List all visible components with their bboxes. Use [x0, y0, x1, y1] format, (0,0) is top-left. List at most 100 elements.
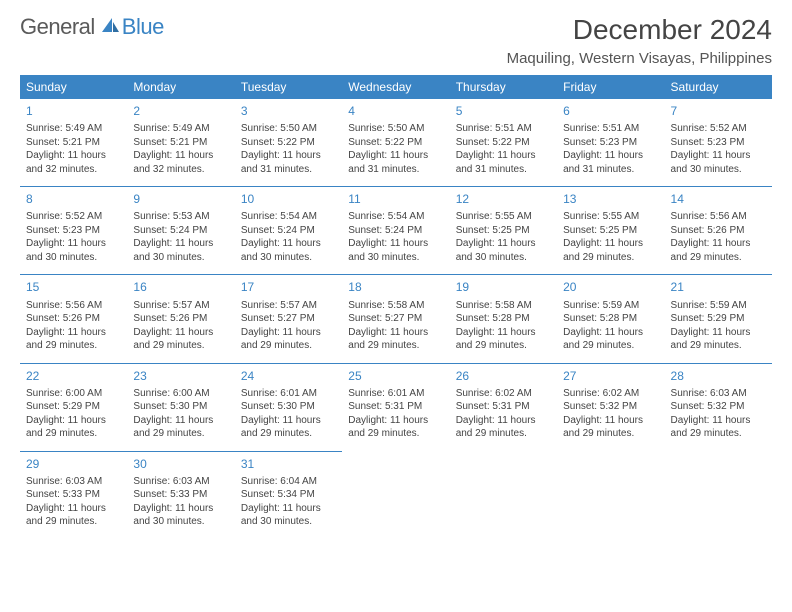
sunrise-text: Sunrise: 5:56 AM: [671, 210, 766, 224]
daylight-text: and 29 minutes.: [671, 427, 766, 441]
daylight-text: and 30 minutes.: [133, 251, 228, 265]
daylight-text: Daylight: 11 hours: [563, 326, 658, 340]
weekday-header: Monday: [127, 75, 234, 99]
calendar-day-cell: 30Sunrise: 6:03 AMSunset: 5:33 PMDayligh…: [127, 451, 234, 539]
calendar-day-cell: 13Sunrise: 5:55 AMSunset: 5:25 PMDayligh…: [557, 187, 664, 275]
day-number: 6: [563, 103, 658, 119]
calendar-day-cell: 26Sunrise: 6:02 AMSunset: 5:31 PMDayligh…: [450, 363, 557, 451]
sunrise-text: Sunrise: 6:02 AM: [456, 387, 551, 401]
daylight-text: and 30 minutes.: [241, 515, 336, 529]
daylight-text: and 30 minutes.: [456, 251, 551, 265]
day-number: 12: [456, 191, 551, 207]
day-number: 2: [133, 103, 228, 119]
sunrise-text: Sunrise: 5:54 AM: [348, 210, 443, 224]
daylight-text: and 30 minutes.: [241, 251, 336, 265]
sunrise-text: Sunrise: 5:54 AM: [241, 210, 336, 224]
calendar-day-cell: 18Sunrise: 5:58 AMSunset: 5:27 PMDayligh…: [342, 275, 449, 363]
daylight-text: and 31 minutes.: [241, 163, 336, 177]
sunrise-text: Sunrise: 5:58 AM: [456, 299, 551, 313]
sunrise-text: Sunrise: 6:00 AM: [26, 387, 121, 401]
daylight-text: and 32 minutes.: [26, 163, 121, 177]
sunset-text: Sunset: 5:23 PM: [563, 136, 658, 150]
day-number: 28: [671, 368, 766, 384]
daylight-text: and 29 minutes.: [456, 427, 551, 441]
daylight-text: Daylight: 11 hours: [456, 414, 551, 428]
calendar-day-cell: 25Sunrise: 6:01 AMSunset: 5:31 PMDayligh…: [342, 363, 449, 451]
sunset-text: Sunset: 5:22 PM: [348, 136, 443, 150]
daylight-text: Daylight: 11 hours: [348, 414, 443, 428]
daylight-text: Daylight: 11 hours: [563, 149, 658, 163]
sunrise-text: Sunrise: 5:49 AM: [26, 122, 121, 136]
sunset-text: Sunset: 5:24 PM: [241, 224, 336, 238]
calendar-week-row: 22Sunrise: 6:00 AMSunset: 5:29 PMDayligh…: [20, 363, 772, 451]
calendar-day-cell: 6 Sunrise: 5:51 AMSunset: 5:23 PMDaylight…: [557, 99, 664, 187]
sunrise-text: Sunrise: 5:57 AM: [241, 299, 336, 313]
daylight-text: Daylight: 11 hours: [671, 237, 766, 251]
calendar-day-cell: 31Sunrise: 6:04 AMSunset: 5:34 PMDayligh…: [235, 451, 342, 539]
calendar-day-cell: 16Sunrise: 5:57 AMSunset: 5:26 PMDayligh…: [127, 275, 234, 363]
daylight-text: and 29 minutes.: [133, 339, 228, 353]
sunset-text: Sunset: 5:33 PM: [133, 488, 228, 502]
sunset-text: Sunset: 5:31 PM: [348, 400, 443, 414]
daylight-text: Daylight: 11 hours: [563, 414, 658, 428]
sunrise-text: Sunrise: 5:55 AM: [456, 210, 551, 224]
daylight-text: Daylight: 11 hours: [26, 237, 121, 251]
daylight-text: and 32 minutes.: [133, 163, 228, 177]
calendar-day-cell: 10Sunrise: 5:54 AMSunset: 5:24 PMDayligh…: [235, 187, 342, 275]
daylight-text: and 29 minutes.: [563, 251, 658, 265]
daylight-text: Daylight: 11 hours: [241, 149, 336, 163]
logo-word-1: General: [20, 14, 95, 40]
daylight-text: and 29 minutes.: [563, 339, 658, 353]
calendar-week-row: 15Sunrise: 5:56 AMSunset: 5:26 PMDayligh…: [20, 275, 772, 363]
calendar-day-cell: 28Sunrise: 6:03 AMSunset: 5:32 PMDayligh…: [665, 363, 772, 451]
day-number: 21: [671, 279, 766, 295]
calendar-day-cell: [450, 451, 557, 539]
daylight-text: Daylight: 11 hours: [133, 502, 228, 516]
day-number: 23: [133, 368, 228, 384]
day-number: 3: [241, 103, 336, 119]
daylight-text: and 29 minutes.: [348, 427, 443, 441]
sunrise-text: Sunrise: 6:03 AM: [133, 475, 228, 489]
daylight-text: Daylight: 11 hours: [241, 502, 336, 516]
day-number: 5: [456, 103, 551, 119]
day-number: 27: [563, 368, 658, 384]
sunset-text: Sunset: 5:21 PM: [26, 136, 121, 150]
calendar-week-row: 8Sunrise: 5:52 AMSunset: 5:23 PMDaylight…: [20, 187, 772, 275]
calendar-day-cell: 1Sunrise: 5:49 AMSunset: 5:21 PMDaylight…: [20, 99, 127, 187]
day-number: 14: [671, 191, 766, 207]
day-number: 25: [348, 368, 443, 384]
daylight-text: and 30 minutes.: [671, 163, 766, 177]
calendar-day-cell: 22Sunrise: 6:00 AMSunset: 5:29 PMDayligh…: [20, 363, 127, 451]
weekday-header: Thursday: [450, 75, 557, 99]
sunrise-text: Sunrise: 6:01 AM: [241, 387, 336, 401]
sunrise-text: Sunrise: 5:57 AM: [133, 299, 228, 313]
calendar-day-cell: 29Sunrise: 6:03 AMSunset: 5:33 PMDayligh…: [20, 451, 127, 539]
calendar-day-cell: 12Sunrise: 5:55 AMSunset: 5:25 PMDayligh…: [450, 187, 557, 275]
sunset-text: Sunset: 5:31 PM: [456, 400, 551, 414]
weekday-header: Saturday: [665, 75, 772, 99]
daylight-text: Daylight: 11 hours: [133, 414, 228, 428]
page-title: December 2024: [507, 14, 772, 46]
daylight-text: and 29 minutes.: [133, 427, 228, 441]
calendar-day-cell: [342, 451, 449, 539]
daylight-text: Daylight: 11 hours: [456, 149, 551, 163]
day-number: 9: [133, 191, 228, 207]
day-number: 24: [241, 368, 336, 384]
daylight-text: Daylight: 11 hours: [133, 237, 228, 251]
day-number: 4: [348, 103, 443, 119]
sunset-text: Sunset: 5:26 PM: [671, 224, 766, 238]
sunrise-text: Sunrise: 5:51 AM: [563, 122, 658, 136]
calendar-day-cell: 4Sunrise: 5:50 AMSunset: 5:22 PMDaylight…: [342, 99, 449, 187]
daylight-text: Daylight: 11 hours: [26, 414, 121, 428]
sunrise-text: Sunrise: 5:53 AM: [133, 210, 228, 224]
day-number: 8: [26, 191, 121, 207]
sunset-text: Sunset: 5:28 PM: [563, 312, 658, 326]
sunset-text: Sunset: 5:23 PM: [26, 224, 121, 238]
calendar-day-cell: 8Sunrise: 5:52 AMSunset: 5:23 PMDaylight…: [20, 187, 127, 275]
day-number: 10: [241, 191, 336, 207]
daylight-text: Daylight: 11 hours: [26, 326, 121, 340]
daylight-text: Daylight: 11 hours: [241, 326, 336, 340]
day-number: 16: [133, 279, 228, 295]
daylight-text: and 29 minutes.: [348, 339, 443, 353]
sunset-text: Sunset: 5:26 PM: [133, 312, 228, 326]
